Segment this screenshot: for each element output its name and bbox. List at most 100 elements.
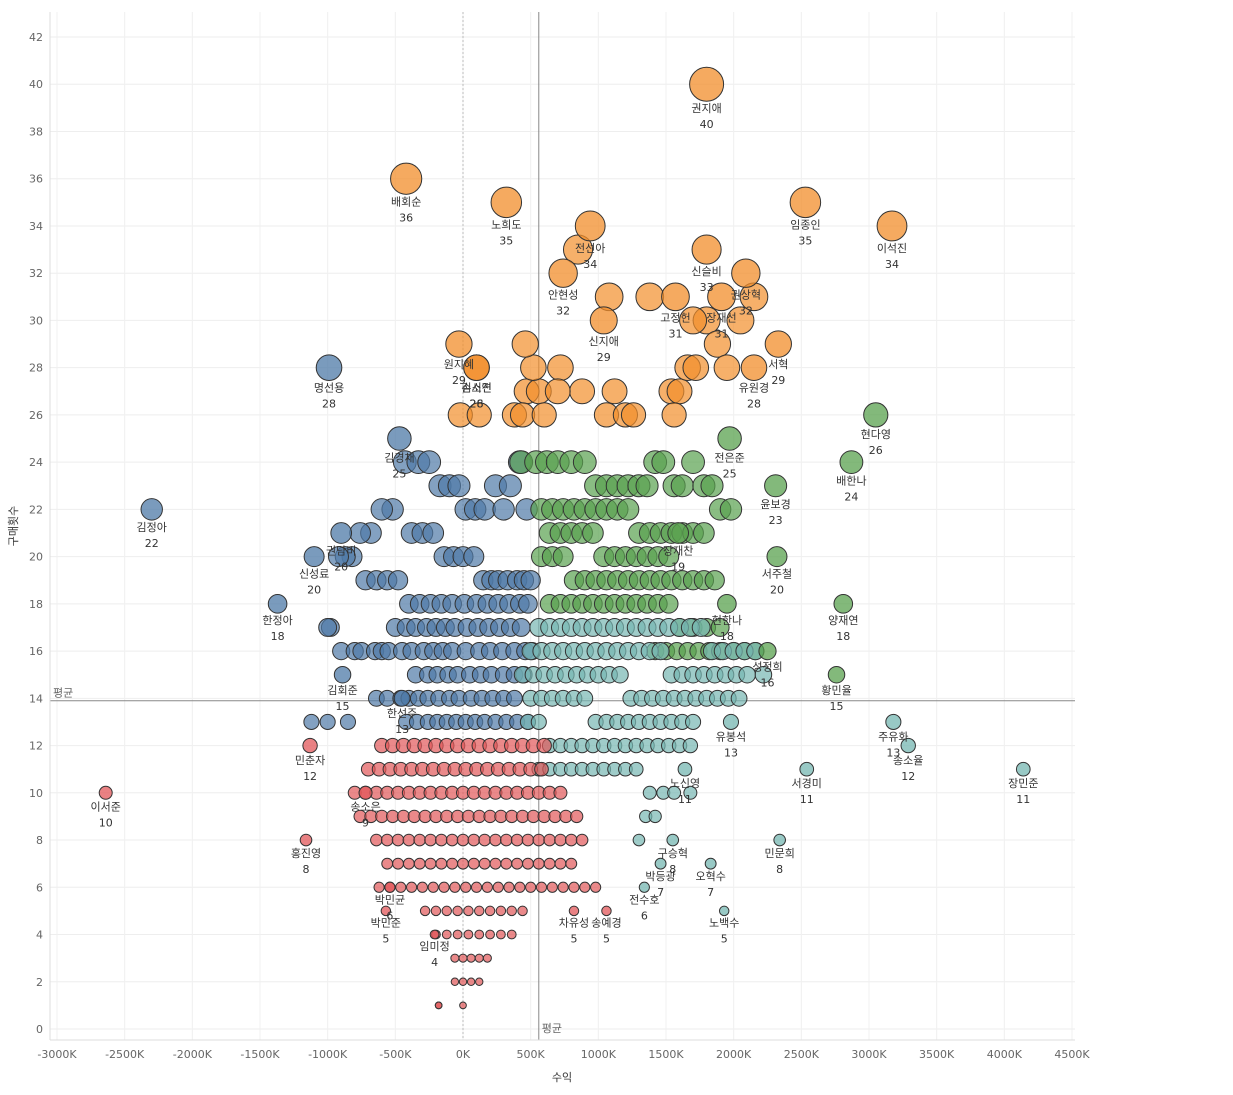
data-point[interactable] <box>685 713 702 731</box>
labeled-point[interactable] <box>833 594 854 614</box>
data-point[interactable] <box>576 689 594 707</box>
data-point[interactable] <box>510 833 524 847</box>
labeled-point[interactable] <box>731 258 761 288</box>
data-point[interactable] <box>380 833 394 847</box>
data-point[interactable] <box>521 833 535 847</box>
data-point[interactable] <box>514 881 526 893</box>
data-point[interactable] <box>525 881 537 893</box>
data-point[interactable] <box>484 905 496 917</box>
data-point[interactable] <box>682 354 710 381</box>
data-point[interactable] <box>570 809 584 824</box>
labeled-point[interactable] <box>799 761 815 777</box>
labeled-point[interactable] <box>740 354 768 381</box>
data-point[interactable] <box>460 881 472 893</box>
data-point[interactable] <box>474 953 484 963</box>
data-point[interactable] <box>682 737 699 754</box>
data-point[interactable] <box>628 761 644 777</box>
data-point[interactable] <box>506 689 523 707</box>
data-point[interactable] <box>416 881 428 893</box>
labeled-point[interactable] <box>490 186 523 219</box>
data-point[interactable] <box>438 881 450 893</box>
data-point[interactable] <box>463 546 485 568</box>
data-point[interactable] <box>648 809 662 824</box>
data-point[interactable] <box>405 881 418 893</box>
data-point[interactable] <box>582 522 604 544</box>
labeled-point[interactable] <box>677 761 693 777</box>
labeled-point[interactable] <box>299 833 313 847</box>
data-point[interactable] <box>459 1001 467 1010</box>
data-point[interactable] <box>506 905 517 917</box>
data-point[interactable] <box>475 977 484 986</box>
data-point[interactable] <box>700 474 724 498</box>
data-point[interactable] <box>478 833 491 847</box>
labeled-point[interactable] <box>704 857 717 870</box>
labeled-point[interactable] <box>267 594 288 614</box>
data-point[interactable] <box>495 905 507 917</box>
labeled-point[interactable] <box>315 354 343 381</box>
data-point[interactable] <box>730 689 748 707</box>
data-point[interactable] <box>349 522 371 544</box>
data-point[interactable] <box>536 737 552 754</box>
data-point[interactable] <box>427 881 439 893</box>
data-point[interactable] <box>552 546 574 568</box>
labeled-point[interactable] <box>717 426 742 451</box>
data-point[interactable] <box>466 953 476 963</box>
data-point[interactable] <box>670 474 694 498</box>
data-point[interactable] <box>463 929 474 940</box>
data-point[interactable] <box>532 857 545 870</box>
labeled-point[interactable] <box>691 234 722 265</box>
data-point[interactable] <box>522 857 534 870</box>
data-point[interactable] <box>509 402 536 428</box>
data-point[interactable] <box>419 905 431 917</box>
data-point[interactable] <box>449 881 461 893</box>
labeled-point[interactable] <box>718 905 730 917</box>
data-point[interactable] <box>466 402 492 428</box>
labeled-point[interactable] <box>548 258 578 288</box>
data-point[interactable] <box>482 953 492 963</box>
data-point[interactable] <box>691 618 711 637</box>
data-point[interactable] <box>450 977 460 986</box>
data-point[interactable] <box>572 450 597 475</box>
labeled-point[interactable] <box>463 354 490 381</box>
labeled-point[interactable] <box>707 282 736 312</box>
data-point[interactable] <box>575 833 589 847</box>
labeled-point[interactable] <box>302 737 318 754</box>
data-point[interactable] <box>651 450 676 475</box>
data-point[interactable] <box>387 570 409 591</box>
labeled-point[interactable] <box>358 785 373 800</box>
labeled-point[interactable] <box>1015 761 1031 777</box>
data-point[interactable] <box>319 713 336 731</box>
data-point[interactable] <box>518 594 538 614</box>
data-point[interactable] <box>391 833 405 847</box>
data-point[interactable] <box>554 857 567 870</box>
data-point[interactable] <box>703 330 732 358</box>
data-point[interactable] <box>544 378 571 405</box>
data-point[interactable] <box>424 857 437 870</box>
data-point[interactable] <box>417 450 442 475</box>
labeled-point[interactable] <box>764 474 788 498</box>
data-point[interactable] <box>327 546 349 568</box>
data-point[interactable] <box>564 833 578 847</box>
data-point[interactable] <box>543 857 556 870</box>
data-point[interactable] <box>661 402 687 428</box>
labeled-point[interactable] <box>689 66 725 102</box>
labeled-point[interactable] <box>601 905 612 917</box>
data-point[interactable] <box>381 857 394 870</box>
data-point[interactable] <box>370 833 383 847</box>
labeled-point[interactable] <box>839 450 864 475</box>
data-point[interactable] <box>474 929 485 940</box>
data-point[interactable] <box>658 546 680 568</box>
data-point[interactable] <box>534 761 549 777</box>
data-point[interactable] <box>441 905 453 917</box>
data-point[interactable] <box>520 570 541 591</box>
data-point[interactable] <box>489 857 502 870</box>
labeled-point[interactable] <box>568 905 580 917</box>
data-point[interactable] <box>500 857 513 870</box>
labeled-point[interactable] <box>333 665 352 684</box>
data-point[interactable] <box>458 953 468 963</box>
data-point[interactable] <box>430 905 442 917</box>
data-point[interactable] <box>435 857 448 870</box>
data-point[interactable] <box>635 282 665 312</box>
data-point[interactable] <box>481 881 493 893</box>
data-point[interactable] <box>413 833 426 847</box>
